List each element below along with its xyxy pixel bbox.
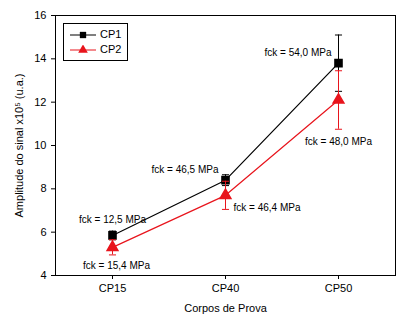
svg-text:CP15: CP15	[99, 282, 127, 294]
svg-text:fck = 12,5 MPa: fck = 12,5 MPa	[79, 214, 146, 225]
svg-text:12: 12	[34, 96, 46, 108]
html-text:CP1: CP1	[100, 28, 122, 40]
svg-text:8: 8	[40, 182, 46, 194]
svg-text:fck = 54,0 MPa: fck = 54,0 MPa	[265, 47, 332, 58]
svg-text:Corpos de Prova: Corpos de Prova	[184, 302, 267, 314]
svg-text:6: 6	[40, 226, 46, 238]
svg-text:10: 10	[34, 139, 46, 151]
svg-text:CP40: CP40	[212, 282, 240, 294]
svg-text:fck = 48,0 MPa: fck = 48,0 MPa	[305, 136, 372, 147]
html-text:CP2: CP2	[100, 43, 122, 55]
svg-text:fck = 46,4 MPa: fck = 46,4 MPa	[234, 202, 301, 213]
svg-text:4: 4	[40, 269, 46, 281]
svg-text:fck = 46,5 MPa: fck = 46,5 MPa	[152, 164, 219, 175]
svg-text:14: 14	[34, 52, 46, 64]
svg-text:16: 16	[34, 9, 46, 21]
svg-text:CP50: CP50	[325, 282, 353, 294]
svg-text:Amplitude do sinal x10⁵ (u.a.): Amplitude do sinal x10⁵ (u.a.)	[13, 74, 25, 218]
svg-text:fck = 15,4 MPa: fck = 15,4 MPa	[83, 260, 150, 271]
